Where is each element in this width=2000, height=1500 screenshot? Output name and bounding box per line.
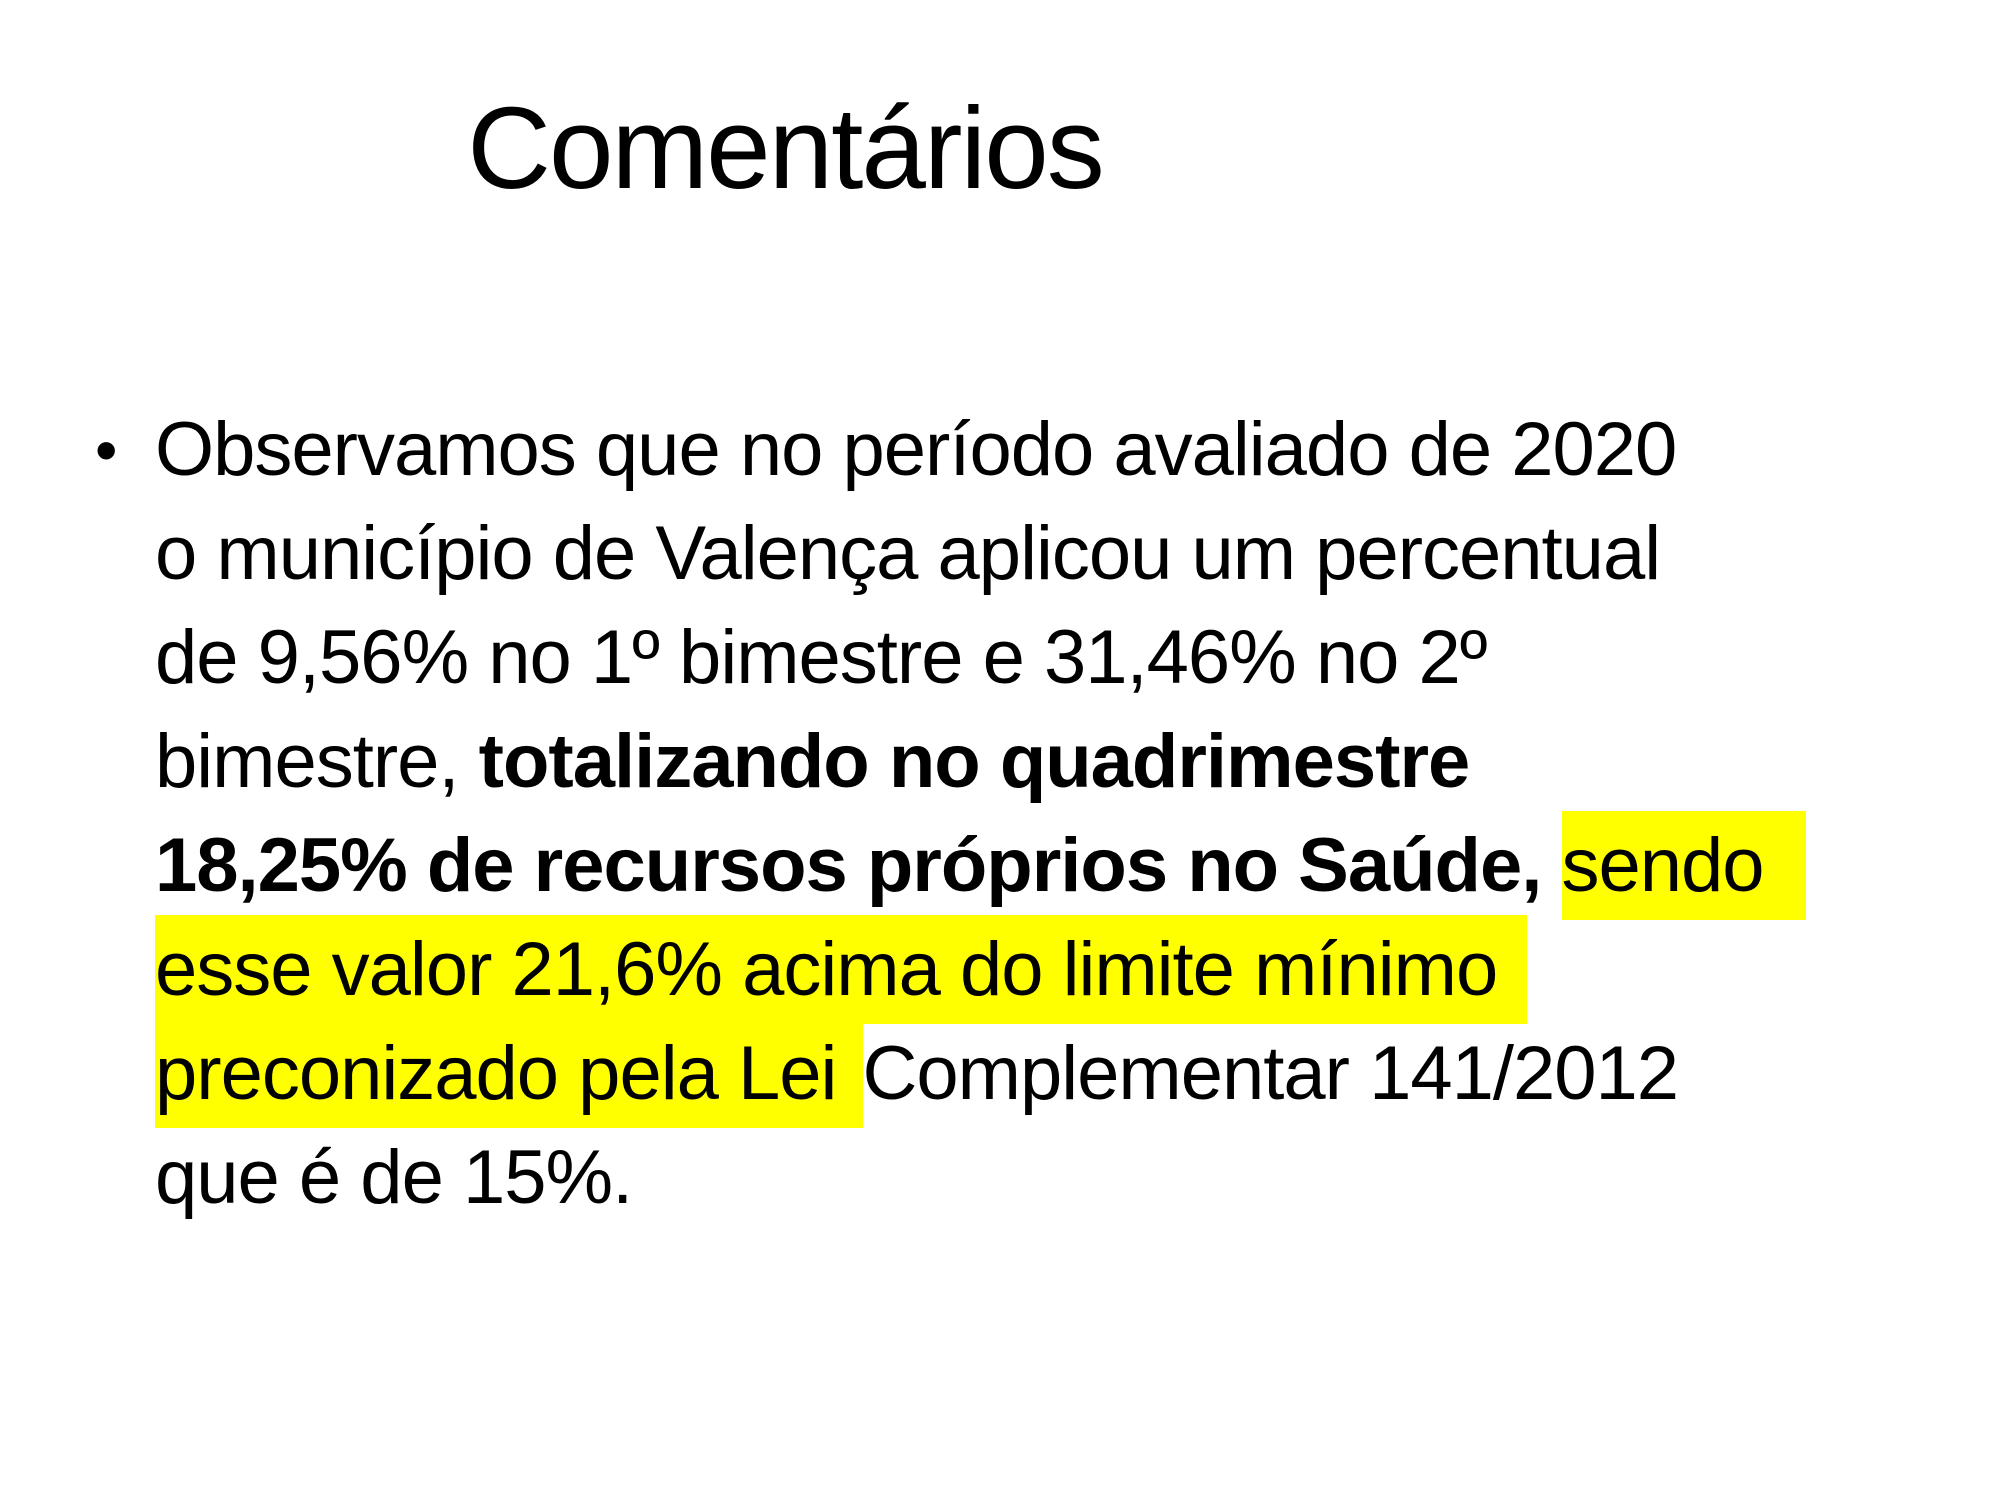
bullet-item: • Observamos que no período avaliado de …	[95, 398, 1925, 1230]
text-line: 18,25% de recursos próprios no Saúde, se…	[155, 811, 1925, 920]
highlighted-text-run: sendo	[1561, 811, 1806, 920]
text-line: que é de 15%.	[155, 1126, 1925, 1230]
text-line: preconizado pela Lei Complementar 141/20…	[155, 1019, 1925, 1128]
text-run: totalizando no quadrimestre	[478, 719, 1471, 804]
text-run: bimestre,	[155, 719, 479, 804]
text-run: que é de 15%.	[155, 1135, 633, 1220]
text-run: 18,25% de recursos próprios no Saúde,	[155, 823, 1542, 908]
text-line: o município de Valença aplicou um percen…	[155, 502, 1925, 606]
text-run: de 9,56% no 1º bimestre e 31,46% no 2º	[155, 615, 1488, 700]
text-line: esse valor 21,6% acima do limite mínimo	[155, 915, 1925, 1024]
text-line: bimestre, totalizando no quadrimestre	[155, 710, 1925, 814]
highlighted-text-run: preconizado pela Lei	[155, 1019, 863, 1128]
text-run: o município de Valença aplicou um percen…	[155, 511, 1661, 596]
text-run: Complementar 141/2012	[862, 1031, 1680, 1116]
page-title: Comentários	[467, 83, 1105, 213]
highlighted-text-run: esse valor 21,6% acima do limite mínimo	[155, 915, 1528, 1024]
bullet-text: Observamos que no período avaliado de 20…	[155, 398, 1925, 1230]
text-run: Observamos que no período avaliado de 20…	[155, 407, 1677, 492]
text-run	[1541, 823, 1561, 908]
text-line: Observamos que no período avaliado de 20…	[155, 398, 1925, 502]
bullet-marker: •	[95, 414, 118, 486]
text-line: de 9,56% no 1º bimestre e 31,46% no 2º	[155, 606, 1925, 710]
